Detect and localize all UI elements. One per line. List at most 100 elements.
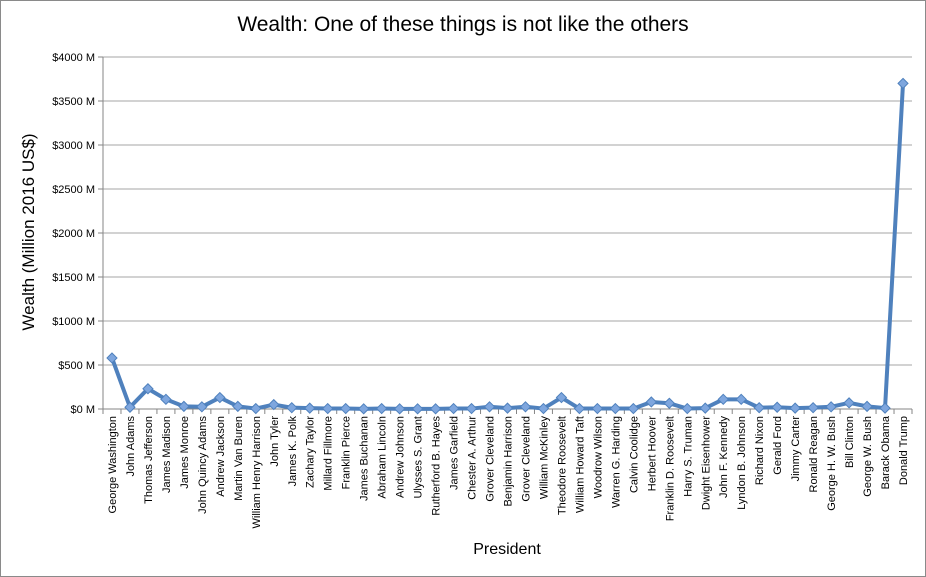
x-tick-label: Franklin Pierce [341, 416, 353, 489]
data-point [106, 352, 118, 364]
data-point [268, 398, 280, 411]
data-point [645, 396, 658, 408]
x-tick-label: George W. Bush [862, 416, 874, 497]
y-axis-title: Wealth (Million 2016 US$) [19, 133, 38, 330]
x-tick-label: William McKinley [538, 416, 550, 500]
x-tick-label: James K. Polk [287, 416, 299, 487]
gridlines [103, 56, 912, 410]
x-tick-label: Andrew Johnson [395, 416, 407, 498]
x-tick-label: Franklin D. Roosevelt [664, 416, 676, 521]
data-point [250, 402, 262, 415]
data-point [160, 393, 172, 406]
data-point [429, 403, 442, 415]
data-point [753, 401, 765, 414]
x-tick-label: Bill Clinton [844, 416, 856, 468]
x-tick-label: Martin Van Buren [233, 416, 245, 501]
data-point [196, 401, 208, 413]
x-tick-label: John F. Kennedy [718, 416, 730, 498]
data-point [681, 402, 693, 415]
x-tick-label: Woodrow Wilson [592, 416, 604, 498]
data-point [573, 402, 586, 415]
x-tick-label: Grover Cleveland [485, 416, 497, 502]
x-tick-label: Herbert Hoover [646, 416, 658, 492]
data-point [771, 401, 783, 413]
x-tick-label: John Quincy Adams [197, 416, 209, 514]
x-tick-label: Jimmy Carter [790, 416, 802, 482]
data-point [789, 402, 801, 414]
x-tick-label: Rutherford B. Hayes [431, 416, 443, 516]
data-point [447, 402, 460, 415]
x-tick-label: Theodore Roosevelt [556, 416, 568, 515]
x-tick-label: George Washington [107, 416, 119, 513]
x-tick-label: William Henry Harrison [251, 416, 263, 528]
x-tick-label: James Buchanan [359, 416, 371, 501]
data-point [699, 402, 711, 414]
data-point [609, 402, 622, 415]
data-point [807, 401, 819, 414]
data-point [214, 391, 226, 404]
data-point [861, 400, 873, 413]
y-tick-label: $4000 M [52, 52, 95, 64]
data-point [843, 397, 855, 409]
x-tick-label: George H. W. Bush [826, 416, 838, 511]
x-tick-label: Grover Cleveland [520, 416, 532, 502]
x-tick-label: Lyndon B. Johnson [736, 416, 748, 510]
y-tick-label: $2000 M [52, 228, 95, 240]
data-point [304, 402, 316, 414]
x-tick-label: Gerald Ford [772, 416, 784, 475]
x-tick-label: Harry S. Truman [682, 416, 694, 497]
chart-title: Wealth: One of these things is not like … [237, 13, 689, 36]
data-point [627, 402, 640, 415]
x-tick-label: Zachary Taylor [305, 416, 317, 488]
x-axis-title: President [473, 541, 541, 558]
data-point [735, 393, 747, 406]
y-axis-ticks: $0 M $500 M $1000 M $1500 M $2000 M $2500 M $3… [52, 52, 104, 416]
data-point [465, 402, 478, 415]
x-tick-label: John Adams [125, 416, 137, 477]
data-point [501, 402, 514, 414]
data-point [555, 391, 568, 404]
data-point [232, 400, 244, 413]
y-tick-label: $1500 M [52, 272, 95, 284]
data-point [142, 383, 154, 395]
data-point [483, 401, 496, 413]
series-line [110, 83, 906, 411]
data-point [717, 393, 729, 406]
x-tick-label: Warren G. Harding [610, 416, 622, 508]
x-tick-label: Barack Obama [880, 415, 892, 489]
data-point [339, 402, 352, 415]
x-tick-label: Donald Trump [898, 416, 910, 485]
x-tick-label: Richard Nixon [754, 416, 766, 485]
y-tick-label: $2500 M [52, 184, 95, 196]
data-point [375, 402, 388, 415]
data-point [519, 401, 532, 413]
x-tick-label: James Garfield [449, 416, 461, 490]
y-tick-label: $1000 M [52, 316, 95, 328]
data-point [322, 402, 334, 415]
data-point [663, 397, 676, 409]
data-point [897, 77, 909, 90]
data-point [537, 402, 550, 415]
y-tick-label: $500 M [58, 360, 95, 372]
data-point [825, 401, 837, 413]
data-point [591, 402, 604, 415]
data-point [879, 402, 891, 414]
x-tick-label: Millard Fillmore [323, 416, 335, 491]
x-tick-label: John Tyler [269, 416, 281, 467]
x-axis-ticks: George Washington John Adams Thomas Jeffer… [102, 409, 913, 528]
data-point [357, 403, 370, 415]
data-point [393, 403, 406, 415]
data-point [286, 401, 298, 414]
data-point [178, 400, 190, 413]
x-tick-label: Thomas Jefferson [143, 416, 155, 504]
x-tick-label: Benjamin Harrison [503, 416, 515, 506]
series-wealth [106, 77, 909, 415]
x-tick-label: Chester A. Arthur [467, 416, 479, 500]
x-tick-label: Dwight Eisenhower [700, 416, 712, 510]
x-tick-label: James Madison [161, 416, 173, 493]
x-tick-label: Ulysses S. Grant [413, 416, 425, 499]
y-tick-label: $3500 M [52, 96, 95, 108]
x-tick-label: Abraham Lincoln [377, 416, 389, 499]
